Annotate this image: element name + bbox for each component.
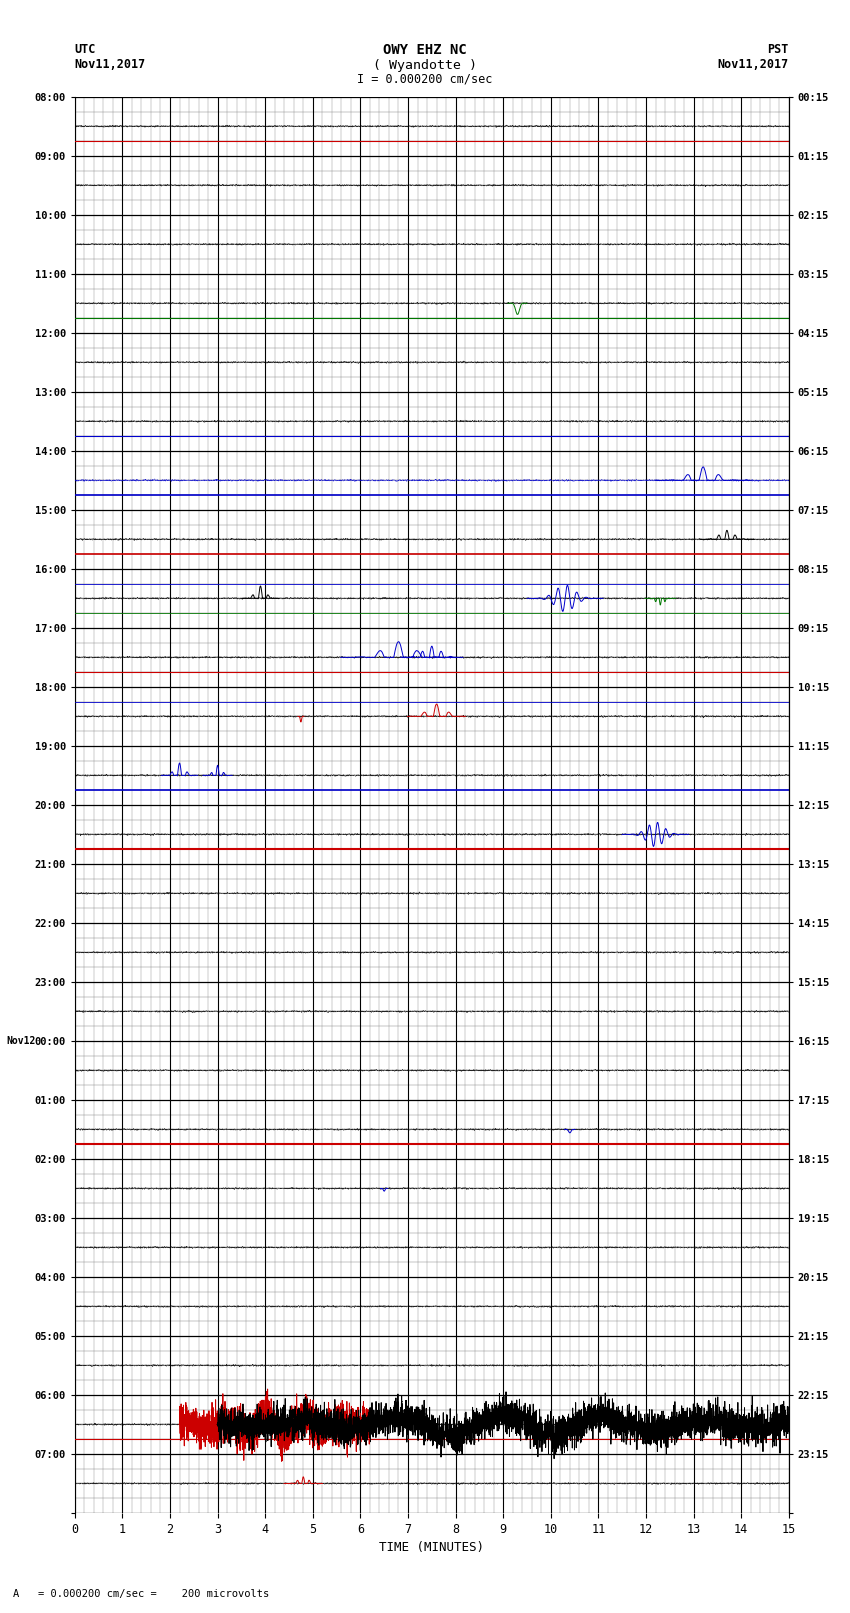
Text: Nov11,2017: Nov11,2017 xyxy=(75,58,146,71)
Text: Nov11,2017: Nov11,2017 xyxy=(717,58,789,71)
Text: PST: PST xyxy=(768,44,789,56)
Text: ( Wyandotte ): ( Wyandotte ) xyxy=(373,58,477,71)
Text: A   = 0.000200 cm/sec =    200 microvolts: A = 0.000200 cm/sec = 200 microvolts xyxy=(13,1589,269,1598)
X-axis label: TIME (MINUTES): TIME (MINUTES) xyxy=(379,1542,484,1555)
Text: UTC: UTC xyxy=(75,44,96,56)
Text: Nov12: Nov12 xyxy=(7,1036,36,1045)
Text: OWY EHZ NC: OWY EHZ NC xyxy=(383,44,467,56)
Text: I = 0.000200 cm/sec: I = 0.000200 cm/sec xyxy=(357,73,493,85)
